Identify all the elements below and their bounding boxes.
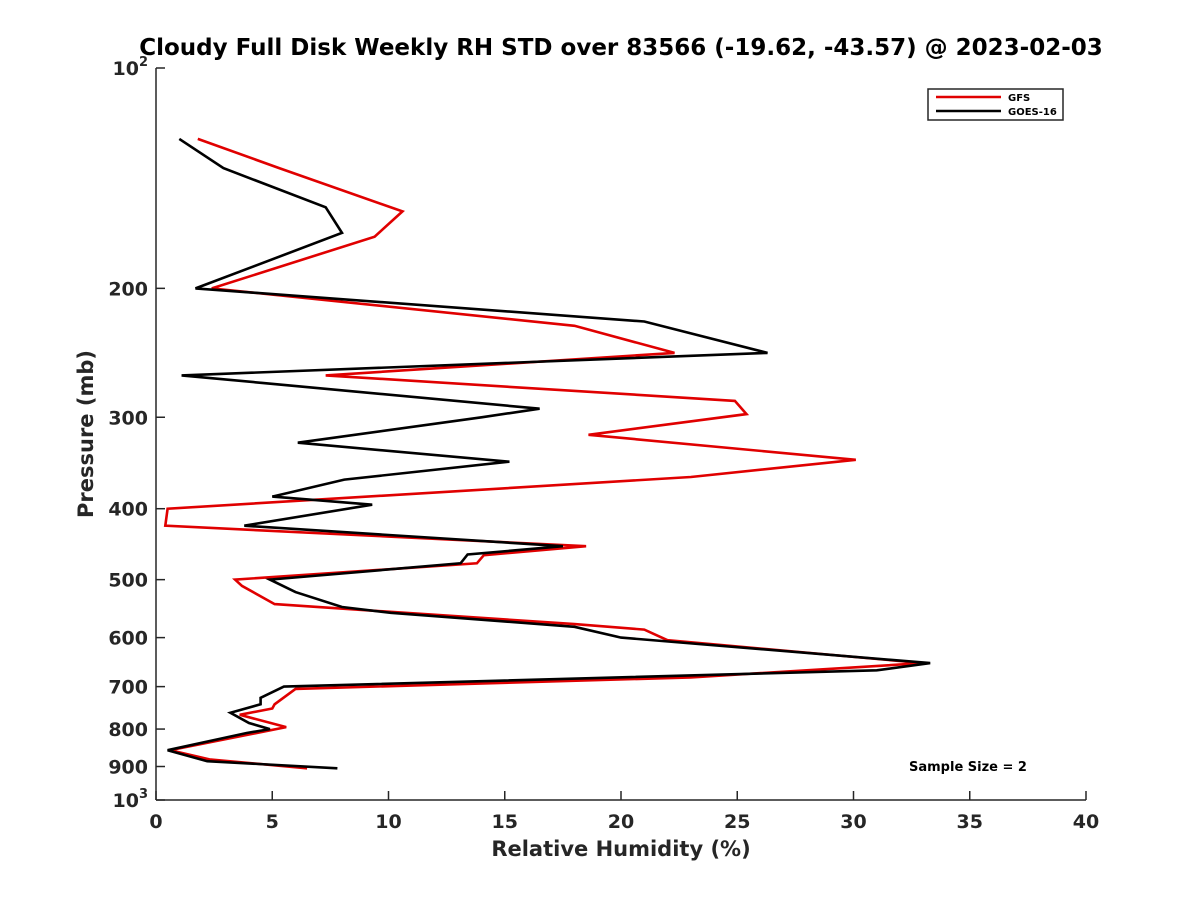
y-tick-label: 400 <box>108 499 148 521</box>
y-tick-label: 300 <box>108 407 148 429</box>
x-tick-label: 15 <box>492 811 518 833</box>
x-tick-label: 25 <box>724 811 750 833</box>
y-tick-exponent: 3 <box>139 787 148 802</box>
y-tick-label: 103 <box>113 787 149 812</box>
y-tick-exponent: 2 <box>139 55 148 70</box>
chart-title: Cloudy Full Disk Weekly RH STD over 8356… <box>139 35 1103 61</box>
x-tick-label: 10 <box>375 811 401 833</box>
y-tick-label: 600 <box>108 628 148 650</box>
series-line-gfs <box>163 137 924 770</box>
legend: GFS GOES-16 <box>927 88 1064 121</box>
y-tick-label: 700 <box>108 677 148 699</box>
x-tick-label: 20 <box>608 811 634 833</box>
y-tick-label: 102 <box>113 55 149 80</box>
x-axis-ticks: 0 5 10 15 20 25 30 35 40 <box>149 791 1099 833</box>
x-tick-label: 35 <box>957 811 983 833</box>
legend-label-gfs: GFS <box>1008 93 1030 104</box>
y-tick-base: 10 <box>113 790 139 812</box>
y-tick-label: 200 <box>108 278 148 300</box>
x-tick-label: 0 <box>149 811 162 833</box>
legend-label-goes16: GOES-16 <box>1008 107 1057 118</box>
x-tick-label: 40 <box>1073 811 1099 833</box>
y-axis-label: Pressure (mb) <box>74 350 98 518</box>
y-tick-base: 10 <box>113 58 139 80</box>
y-tick-label: 900 <box>108 757 148 779</box>
legend-box <box>927 88 1064 121</box>
x-tick-label: 5 <box>266 811 279 833</box>
series-layer <box>163 137 931 770</box>
y-tick-label: 500 <box>108 570 148 592</box>
sample-size-annotation: Sample Size = 2 <box>909 760 1027 775</box>
series-line-goes16 <box>167 137 931 770</box>
x-axis-label: Relative Humidity (%) <box>491 837 750 861</box>
x-tick-label: 30 <box>840 811 866 833</box>
y-tick-label: 800 <box>108 719 148 741</box>
